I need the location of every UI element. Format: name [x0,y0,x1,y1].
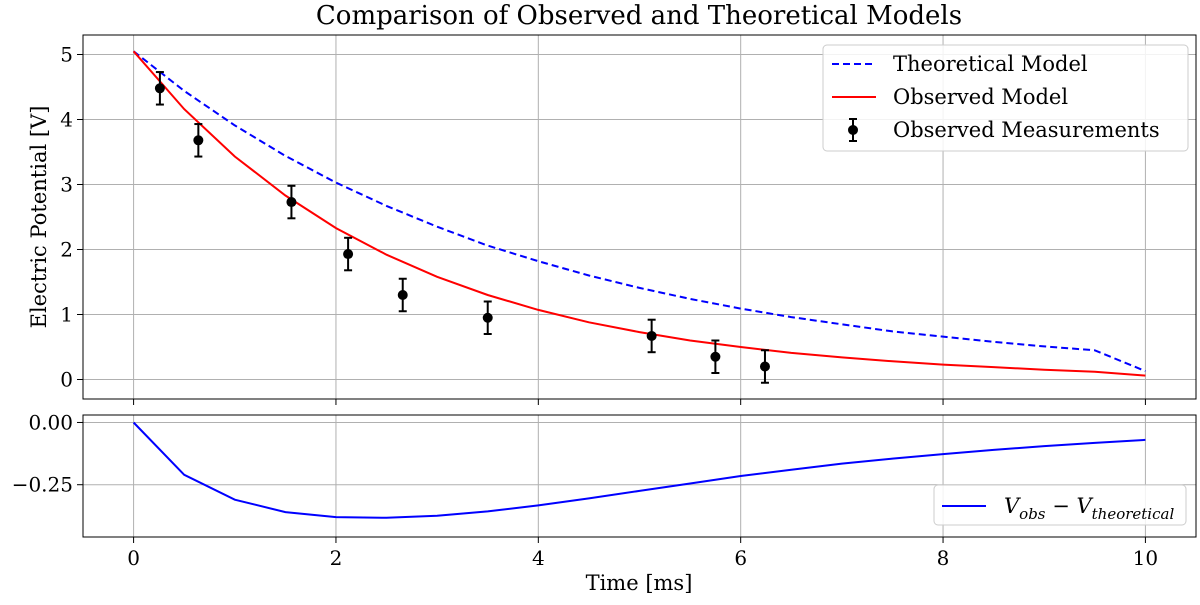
legend-symbol: − [1046,494,1077,518]
theoretical-model-line [132,50,1146,373]
top-axes-frame [82,34,1197,400]
top-y-tick-label: 4 [60,108,73,132]
top-y-tick-label: 1 [60,303,73,327]
measurement-point [397,290,408,300]
legend-label: Observed Model [893,85,1068,109]
legend-subscript: obs [1019,505,1046,523]
x-tick-label: 0 [127,546,140,570]
x-tick-label: 8 [937,546,950,570]
measurement-point [759,361,770,372]
bottom-y-tick-label: −0.25 [12,473,73,497]
measurement-point [343,249,354,260]
bottom-y-tick-label: 0.00 [28,410,73,434]
legend-marker [848,125,858,135]
legend-label: Vobs − Vtheoretical [1004,494,1174,523]
bottom-axes-frame [82,414,1197,538]
legend-box [933,484,1187,526]
top-y-tick-label: 3 [60,173,73,197]
y-axis-label: Electric Potential [V] [27,106,51,329]
v-obs-v-theoretical-line [132,421,1146,519]
x-tick-label: 4 [532,546,545,570]
measurement-point [193,135,204,146]
measurement-point [154,83,165,94]
bottom-plot: 0 2 4 6 8 10 0.00 −0.25 Vobs − Vtheoretical [12,410,1197,570]
top-y-tick-label: 5 [60,43,73,67]
legend-symbol: V [1076,494,1093,518]
top-series [132,50,1146,384]
bottom-series [132,421,1146,519]
top-y-tick-label: 0 [60,368,73,392]
chart-title: Comparison of Observed and Theoretical M… [316,1,962,31]
x-tick-label: 10 [1133,546,1158,570]
top-plot: 0 1 2 3 4 5 Theoretical Model Observed Model Obs… [60,34,1197,405]
measurement-point [482,312,493,323]
legend-symbol: V [1004,494,1021,518]
x-tick-label: 6 [734,546,747,570]
legend-box [822,44,1189,152]
legend-subscript: theoretical [1092,505,1175,523]
x-tick-label: 2 [330,546,343,570]
measurement-point [286,197,297,208]
measurement-point [646,330,657,341]
legend-label: Theoretical Model [893,52,1088,76]
measurement-point [710,351,721,362]
legend-residual: Vobs − Vtheoretical [933,484,1187,526]
legend-label: Observed Measurements [893,118,1160,142]
top-y-tick-label: 2 [60,238,73,262]
x-axis-label: Time [ms] [586,571,693,595]
legend: Theoretical Model Observed Model Observed … [822,44,1189,152]
observed-model-line [132,50,1146,377]
